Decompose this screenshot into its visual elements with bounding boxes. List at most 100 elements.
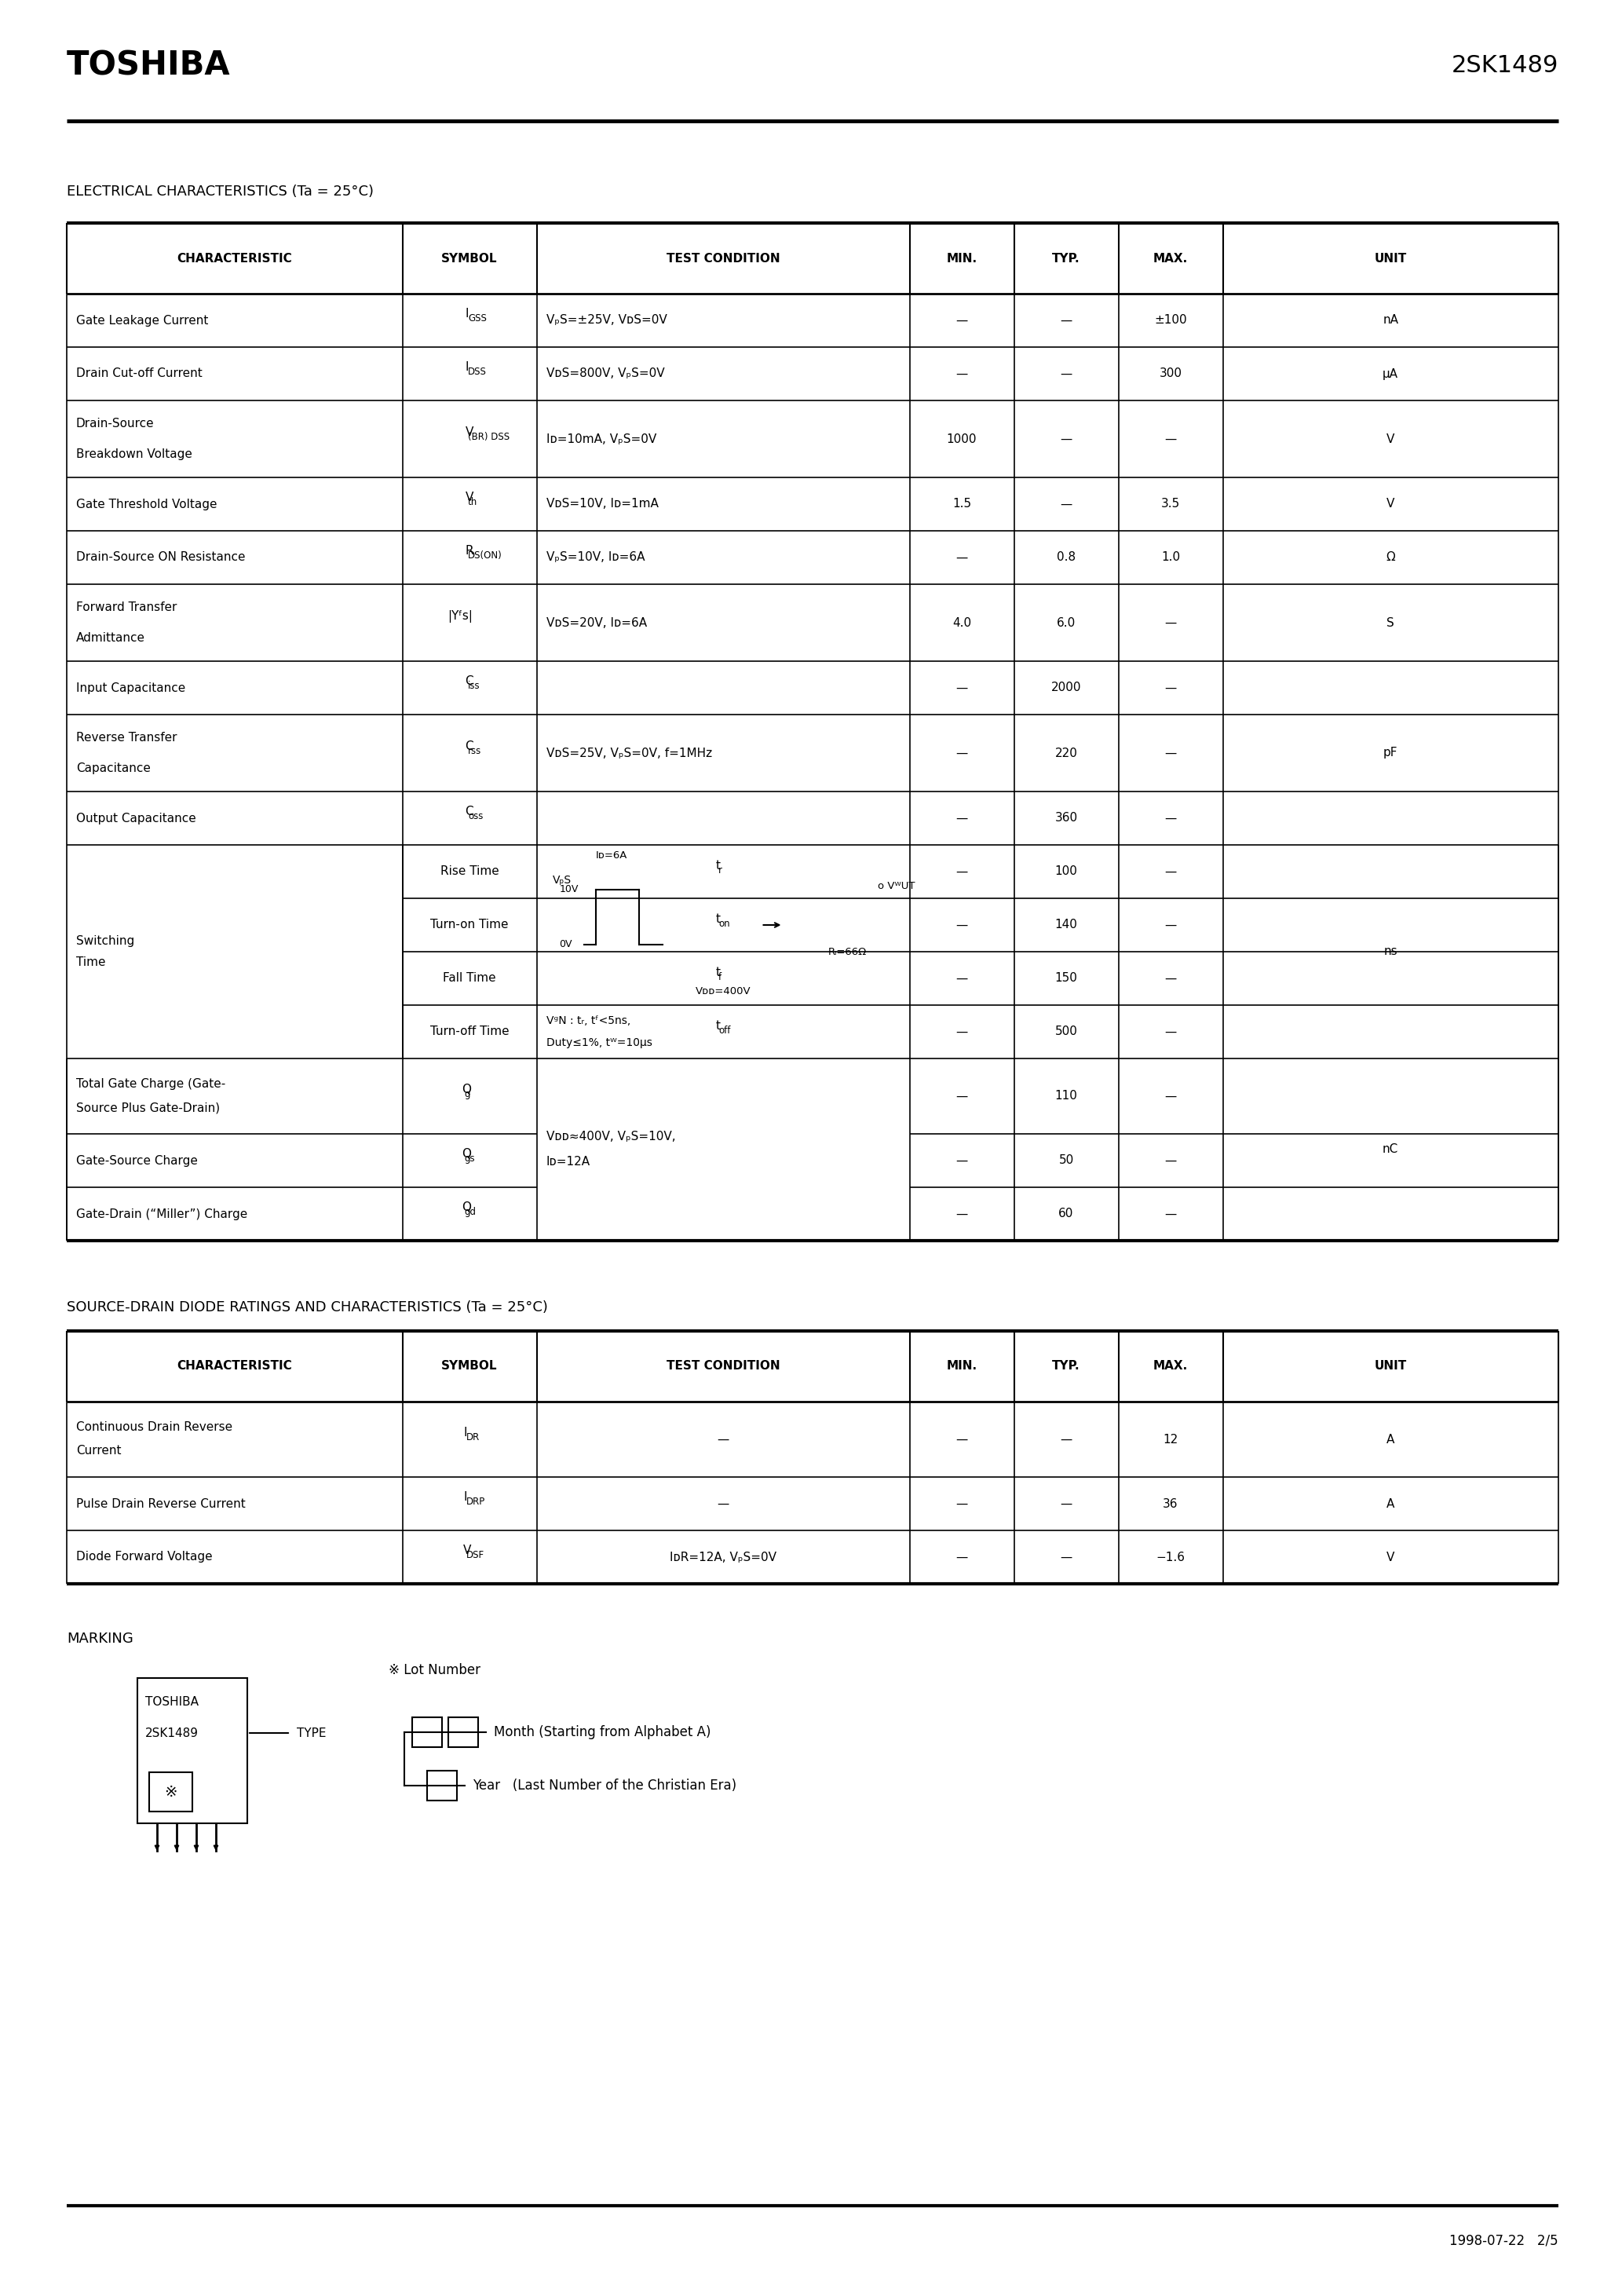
- Text: t: t: [715, 1019, 720, 1031]
- Text: |Yᶠs|: |Yᶠs|: [448, 611, 474, 622]
- Text: nC: nC: [1382, 1143, 1398, 1155]
- Text: Vᴅᴅ=400V: Vᴅᴅ=400V: [696, 987, 751, 996]
- Text: —: —: [955, 367, 968, 379]
- Text: 0.8: 0.8: [1056, 551, 1075, 563]
- Text: −1.6: −1.6: [1156, 1552, 1186, 1564]
- Text: VᴅS=800V, VₚS=0V: VᴅS=800V, VₚS=0V: [547, 367, 665, 379]
- Text: VₚS: VₚS: [553, 875, 571, 886]
- Text: TOSHIBA: TOSHIBA: [67, 51, 230, 83]
- Text: CHARACTERISTIC: CHARACTERISTIC: [177, 253, 292, 264]
- Text: Current: Current: [76, 1444, 122, 1458]
- Text: —: —: [1165, 866, 1176, 877]
- Text: —: —: [1165, 918, 1176, 930]
- Text: Month (Starting from Alphabet A): Month (Starting from Alphabet A): [493, 1724, 710, 1740]
- Text: ±100: ±100: [1155, 315, 1187, 326]
- Text: Ω: Ω: [1385, 551, 1395, 563]
- Text: —: —: [955, 974, 968, 985]
- Text: oss: oss: [467, 810, 483, 822]
- Text: —: —: [1061, 315, 1072, 326]
- Text: —: —: [955, 1026, 968, 1038]
- Text: Rise Time: Rise Time: [440, 866, 500, 877]
- Text: SOURCE-DRAIN DIODE RATINGS AND CHARACTERISTICS (Ta = 25°C): SOURCE-DRAIN DIODE RATINGS AND CHARACTER…: [67, 1300, 548, 1316]
- Text: 36: 36: [1163, 1497, 1178, 1508]
- Text: off: off: [719, 1026, 730, 1035]
- Text: TYP.: TYP.: [1053, 253, 1080, 264]
- Text: DRP: DRP: [466, 1497, 485, 1506]
- Text: C: C: [466, 675, 474, 687]
- Text: V: V: [464, 1545, 472, 1557]
- Text: Turn-on Time: Turn-on Time: [430, 918, 509, 930]
- Text: —: —: [1061, 434, 1072, 445]
- Text: —: —: [1061, 367, 1072, 379]
- Text: Drain-Source ON Resistance: Drain-Source ON Resistance: [76, 551, 245, 563]
- Text: pF: pF: [1384, 746, 1398, 760]
- Text: 3.5: 3.5: [1161, 498, 1181, 510]
- Bar: [149, 1773, 193, 1812]
- Text: 100: 100: [1054, 866, 1077, 877]
- Text: 12: 12: [1163, 1433, 1178, 1444]
- Text: Continuous Drain Reverse: Continuous Drain Reverse: [76, 1421, 232, 1433]
- Text: Gate-Source Charge: Gate-Source Charge: [76, 1155, 198, 1166]
- Text: 1000: 1000: [947, 434, 976, 445]
- Text: I: I: [464, 1490, 467, 1504]
- Text: gs: gs: [464, 1153, 475, 1164]
- Text: Output Capacitance: Output Capacitance: [76, 813, 196, 824]
- Text: 150: 150: [1054, 974, 1077, 985]
- Text: TYP.: TYP.: [1053, 1362, 1080, 1373]
- Text: 10V: 10V: [560, 884, 579, 895]
- Text: Forward Transfer: Forward Transfer: [76, 602, 177, 613]
- Text: UNIT: UNIT: [1374, 253, 1406, 264]
- Text: Gate Leakage Current: Gate Leakage Current: [76, 315, 208, 326]
- Text: —: —: [1165, 618, 1176, 629]
- Text: VₚS=10V, Iᴅ=6A: VₚS=10V, Iᴅ=6A: [547, 551, 644, 563]
- Text: DSF: DSF: [466, 1550, 483, 1561]
- Text: VᶢN : tᵣ, tᶠ<5ns,: VᶢN : tᵣ, tᶠ<5ns,: [547, 1015, 631, 1026]
- Text: MAX.: MAX.: [1153, 253, 1187, 264]
- Text: IᴅR=12A, VₚS=0V: IᴅR=12A, VₚS=0V: [670, 1552, 777, 1564]
- Text: r: r: [719, 866, 722, 875]
- Text: I: I: [466, 360, 469, 372]
- Text: t: t: [715, 859, 720, 872]
- Text: 6.0: 6.0: [1056, 618, 1075, 629]
- Text: Q: Q: [462, 1084, 470, 1095]
- Text: 4.0: 4.0: [952, 618, 972, 629]
- Text: —: —: [955, 1433, 968, 1444]
- Text: Source Plus Gate-Drain): Source Plus Gate-Drain): [76, 1102, 221, 1114]
- Text: S: S: [1387, 618, 1395, 629]
- Text: ※: ※: [164, 1784, 177, 1800]
- Text: 220: 220: [1054, 746, 1077, 760]
- Text: —: —: [955, 315, 968, 326]
- Text: ※ Lot Number: ※ Lot Number: [389, 1662, 480, 1678]
- Text: C: C: [466, 806, 474, 817]
- Text: 110: 110: [1054, 1091, 1077, 1102]
- Text: t: t: [715, 967, 720, 978]
- Text: I: I: [466, 308, 469, 319]
- Text: —: —: [1165, 746, 1176, 760]
- Text: 2000: 2000: [1051, 682, 1082, 693]
- Text: g: g: [464, 1088, 470, 1100]
- Text: —: —: [955, 866, 968, 877]
- Text: —: —: [955, 682, 968, 693]
- Text: UNIT: UNIT: [1374, 1362, 1406, 1373]
- Text: —: —: [955, 551, 968, 563]
- Text: Q: Q: [462, 1201, 470, 1212]
- Text: —: —: [717, 1497, 728, 1508]
- Text: V: V: [466, 427, 474, 439]
- Text: —: —: [1165, 682, 1176, 693]
- Text: —: —: [955, 918, 968, 930]
- Text: —: —: [1061, 1497, 1072, 1508]
- Text: 1.0: 1.0: [1161, 551, 1181, 563]
- Bar: [412, 1717, 443, 1747]
- Text: th: th: [467, 496, 477, 507]
- Text: 0V: 0V: [560, 939, 573, 951]
- Text: Drain Cut-off Current: Drain Cut-off Current: [76, 367, 203, 379]
- Text: DSS: DSS: [467, 367, 487, 377]
- Text: Iᴅ=12A: Iᴅ=12A: [547, 1157, 590, 1169]
- Bar: [448, 1717, 478, 1747]
- Text: Year   (Last Number of the Christian Era): Year (Last Number of the Christian Era): [472, 1779, 736, 1793]
- Text: V: V: [1387, 434, 1395, 445]
- Text: A: A: [1387, 1433, 1395, 1444]
- Text: V: V: [1387, 498, 1395, 510]
- Text: —: —: [1061, 498, 1072, 510]
- Text: —: —: [955, 1208, 968, 1219]
